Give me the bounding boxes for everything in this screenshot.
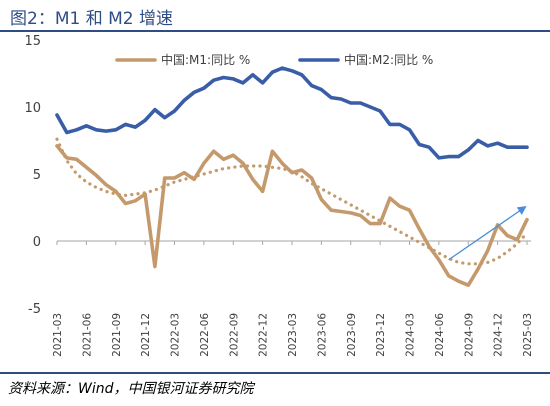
x-tick-label: 2023-09 <box>346 313 358 357</box>
axes: -5 0 5 10 15 2021-03 2021-06 2021-09 2021-12 2022… <box>24 34 534 357</box>
y-tick-label: 0 <box>33 235 41 250</box>
legend-label-m1: 中国:M1:同比 % <box>161 52 250 67</box>
figure-title: 图2：M1 和 M2 增速 <box>10 9 173 29</box>
m1-m2-growth-chart: -5 0 5 10 15 2021-03 2021-06 2021-09 2021-12 2022… <box>24 34 534 357</box>
x-tick-label: 2023-06 <box>316 313 328 357</box>
title-divider <box>0 30 550 32</box>
x-tick-label: 2021-09 <box>111 313 123 357</box>
legend-label-m2: 中国:M2:同比 % <box>344 52 433 67</box>
source-note: 资料来源：Wind，中国银河证券研究院 <box>8 381 254 397</box>
x-tick-label: 2022-03 <box>170 313 182 357</box>
m1-series-line <box>55 144 529 288</box>
x-tick-label: 2024-03 <box>405 313 417 357</box>
series-layer <box>55 66 529 288</box>
x-tick-label: 2024-12 <box>493 313 505 357</box>
x-tick-label: 2022-06 <box>199 313 211 357</box>
x-tick-label: 2023-12 <box>375 313 387 357</box>
x-tick-label: 2024-09 <box>463 313 475 357</box>
y-tick-label: 10 <box>24 101 41 116</box>
m2-series-line <box>55 66 529 160</box>
x-tick-label: 2023-03 <box>287 313 299 357</box>
y-tick-label: 5 <box>33 168 41 183</box>
x-tick-label: 2022-12 <box>258 313 270 357</box>
y-tick-label: -5 <box>28 302 41 317</box>
x-tick-label: 2022-09 <box>228 313 240 357</box>
y-tick-label: 15 <box>24 34 41 49</box>
x-tick-label: 2021-03 <box>52 313 64 357</box>
x-tick-label: 2024-06 <box>434 313 446 357</box>
x-tick-label: 2021-12 <box>140 313 152 357</box>
trend-arrow <box>448 206 527 261</box>
x-tick-label: 2025-03 <box>522 313 534 357</box>
legend: 中国:M1:同比 % 中国:M2:同比 % <box>115 52 433 67</box>
x-tick-label: 2021-06 <box>81 313 93 357</box>
footer-divider <box>0 372 550 374</box>
